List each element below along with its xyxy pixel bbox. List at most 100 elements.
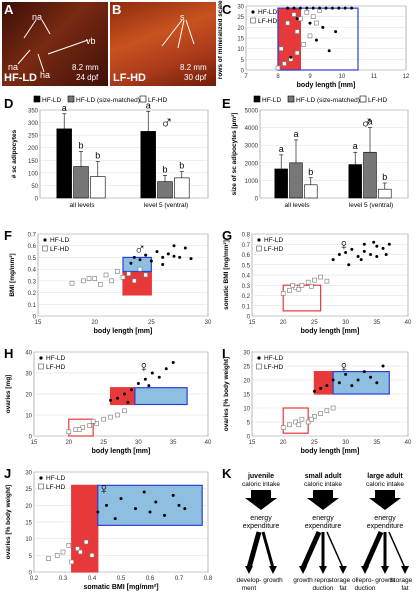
legend-marker-lfhd — [256, 245, 262, 252]
output-label: duction — [355, 585, 376, 592]
y-tick-label: 15 — [243, 393, 250, 399]
y-tick-label: 0 — [29, 571, 33, 577]
point-hfld — [171, 361, 175, 364]
highlight-box-red — [71, 484, 99, 573]
point-lfhd — [103, 272, 109, 278]
y-tick-label: 0 — [247, 435, 251, 441]
point-hfld — [149, 259, 153, 263]
point-hfld — [334, 30, 338, 34]
y-tick-label: 5 — [29, 554, 33, 560]
point-lfhd — [122, 408, 127, 414]
y-tick-label: 5 — [247, 421, 251, 427]
x-tick-label: 0.3 — [59, 576, 68, 582]
significance-letter: b — [382, 172, 387, 182]
y-tick-label: 0 — [29, 435, 33, 441]
point-hfld — [142, 490, 146, 494]
point-hfld — [161, 255, 165, 259]
point-hfld — [289, 55, 293, 59]
x-tick-label: 0.4 — [88, 576, 97, 582]
point-hfld — [331, 258, 335, 262]
y-tick-label: 0 — [35, 197, 39, 203]
point-lfhd — [296, 422, 302, 428]
point-lfhd — [318, 274, 323, 280]
x-tick-label: 0.7 — [175, 576, 184, 582]
output-label: repro- — [314, 577, 331, 584]
output-label: repro- — [356, 577, 373, 584]
y-tick-label: 25 — [243, 365, 250, 371]
stage-middle: expenditure — [367, 523, 404, 530]
y-tick-label: 200 — [28, 146, 39, 152]
arrowhead — [339, 566, 347, 574]
point-lfhd — [69, 559, 74, 565]
point-hfld — [350, 247, 354, 251]
x-tick-label: 12 — [403, 74, 410, 80]
point-lfhd — [108, 414, 113, 420]
point-lfhd — [298, 16, 303, 22]
panel-letter-a: A — [4, 2, 14, 17]
x-tick-label: 20 — [280, 440, 287, 446]
point-lfhd — [312, 414, 317, 419]
x-tick-label: 25 — [311, 320, 318, 326]
point-lfhd — [109, 278, 114, 284]
point-hfld — [166, 252, 170, 256]
bar-hfld-size-matched — [363, 151, 377, 199]
y-tick-label: 150 — [28, 159, 39, 165]
x-tick-label: 25 — [311, 440, 318, 446]
point-lfhd — [76, 427, 82, 432]
legend-marker-lfhd — [38, 483, 44, 490]
x-axis-label: body length [mm] — [301, 448, 360, 455]
stage-title: juvenile — [247, 473, 274, 480]
y-axis-label: # sc adipocytes — [11, 129, 18, 178]
x-tick-label: 25 — [148, 320, 155, 326]
x-axis-label: somatic BMI [mg/mm²] — [83, 584, 158, 591]
label-s: s — [180, 12, 185, 22]
arrowhead — [401, 566, 409, 574]
x-tick-label: 7 — [244, 74, 248, 80]
point-hfld — [292, 6, 296, 10]
point-hfld — [347, 263, 351, 267]
legend-marker-bar-hfld-size-matched — [287, 95, 295, 103]
point-lfhd — [312, 277, 317, 283]
stage-input: caloric intake — [304, 481, 342, 488]
point-hfld — [147, 384, 151, 388]
point-hfld — [136, 382, 140, 385]
y-tick-label: 20 — [237, 26, 244, 32]
significance-letter: a — [146, 100, 151, 110]
y-tick-label: 5000 — [245, 109, 259, 115]
y-axis-label: size of sc adipocytes [µm²] — [231, 113, 238, 196]
point-lfhd — [66, 429, 72, 435]
point-lfhd — [280, 425, 286, 430]
x-tick-label: 10 — [339, 74, 346, 80]
panel-a-pointer-lines — [17, 19, 89, 73]
y-tick-label: 4000 — [245, 126, 259, 132]
legend-label: HF-LD — [46, 475, 65, 482]
highlight-box-blue — [97, 484, 203, 526]
panel-letter-e: E — [222, 96, 231, 111]
panel-b-scale: 8.2 mm — [180, 63, 207, 72]
sex-symbol: ♀ — [138, 359, 150, 376]
point-lfhd — [290, 282, 295, 288]
y-axis-label: rows of mineralized scales — [218, 0, 224, 79]
x-tick-label: 40 — [205, 440, 212, 446]
x-tick-label: 15 — [249, 440, 256, 446]
y-tick-label: 40 — [25, 351, 32, 357]
point-hfld — [154, 500, 158, 504]
point-hfld — [116, 396, 120, 400]
point-hfld — [161, 262, 165, 266]
point-lfhd — [318, 411, 323, 416]
chart-e: 0 1000 2000 3000 4000 5000 size of sc adipocyt… — [231, 95, 409, 209]
stage-input: caloric intake — [242, 481, 280, 488]
output-label: ment — [242, 585, 257, 592]
x-tick-label: 20 — [280, 320, 287, 326]
bar-hfld-size-matched — [73, 166, 89, 199]
sex-symbol: ♂ — [134, 241, 146, 258]
legend-label: HF-LD — [50, 237, 69, 244]
y-tick-label: 50 — [31, 184, 38, 190]
point-hfld — [362, 242, 366, 246]
legend-marker-hfld — [43, 238, 47, 242]
point-hfld — [132, 255, 136, 259]
panel-b-pointer-lines — [161, 19, 195, 49]
category-label: all levels — [285, 202, 311, 209]
label-ha: ha — [40, 70, 51, 80]
